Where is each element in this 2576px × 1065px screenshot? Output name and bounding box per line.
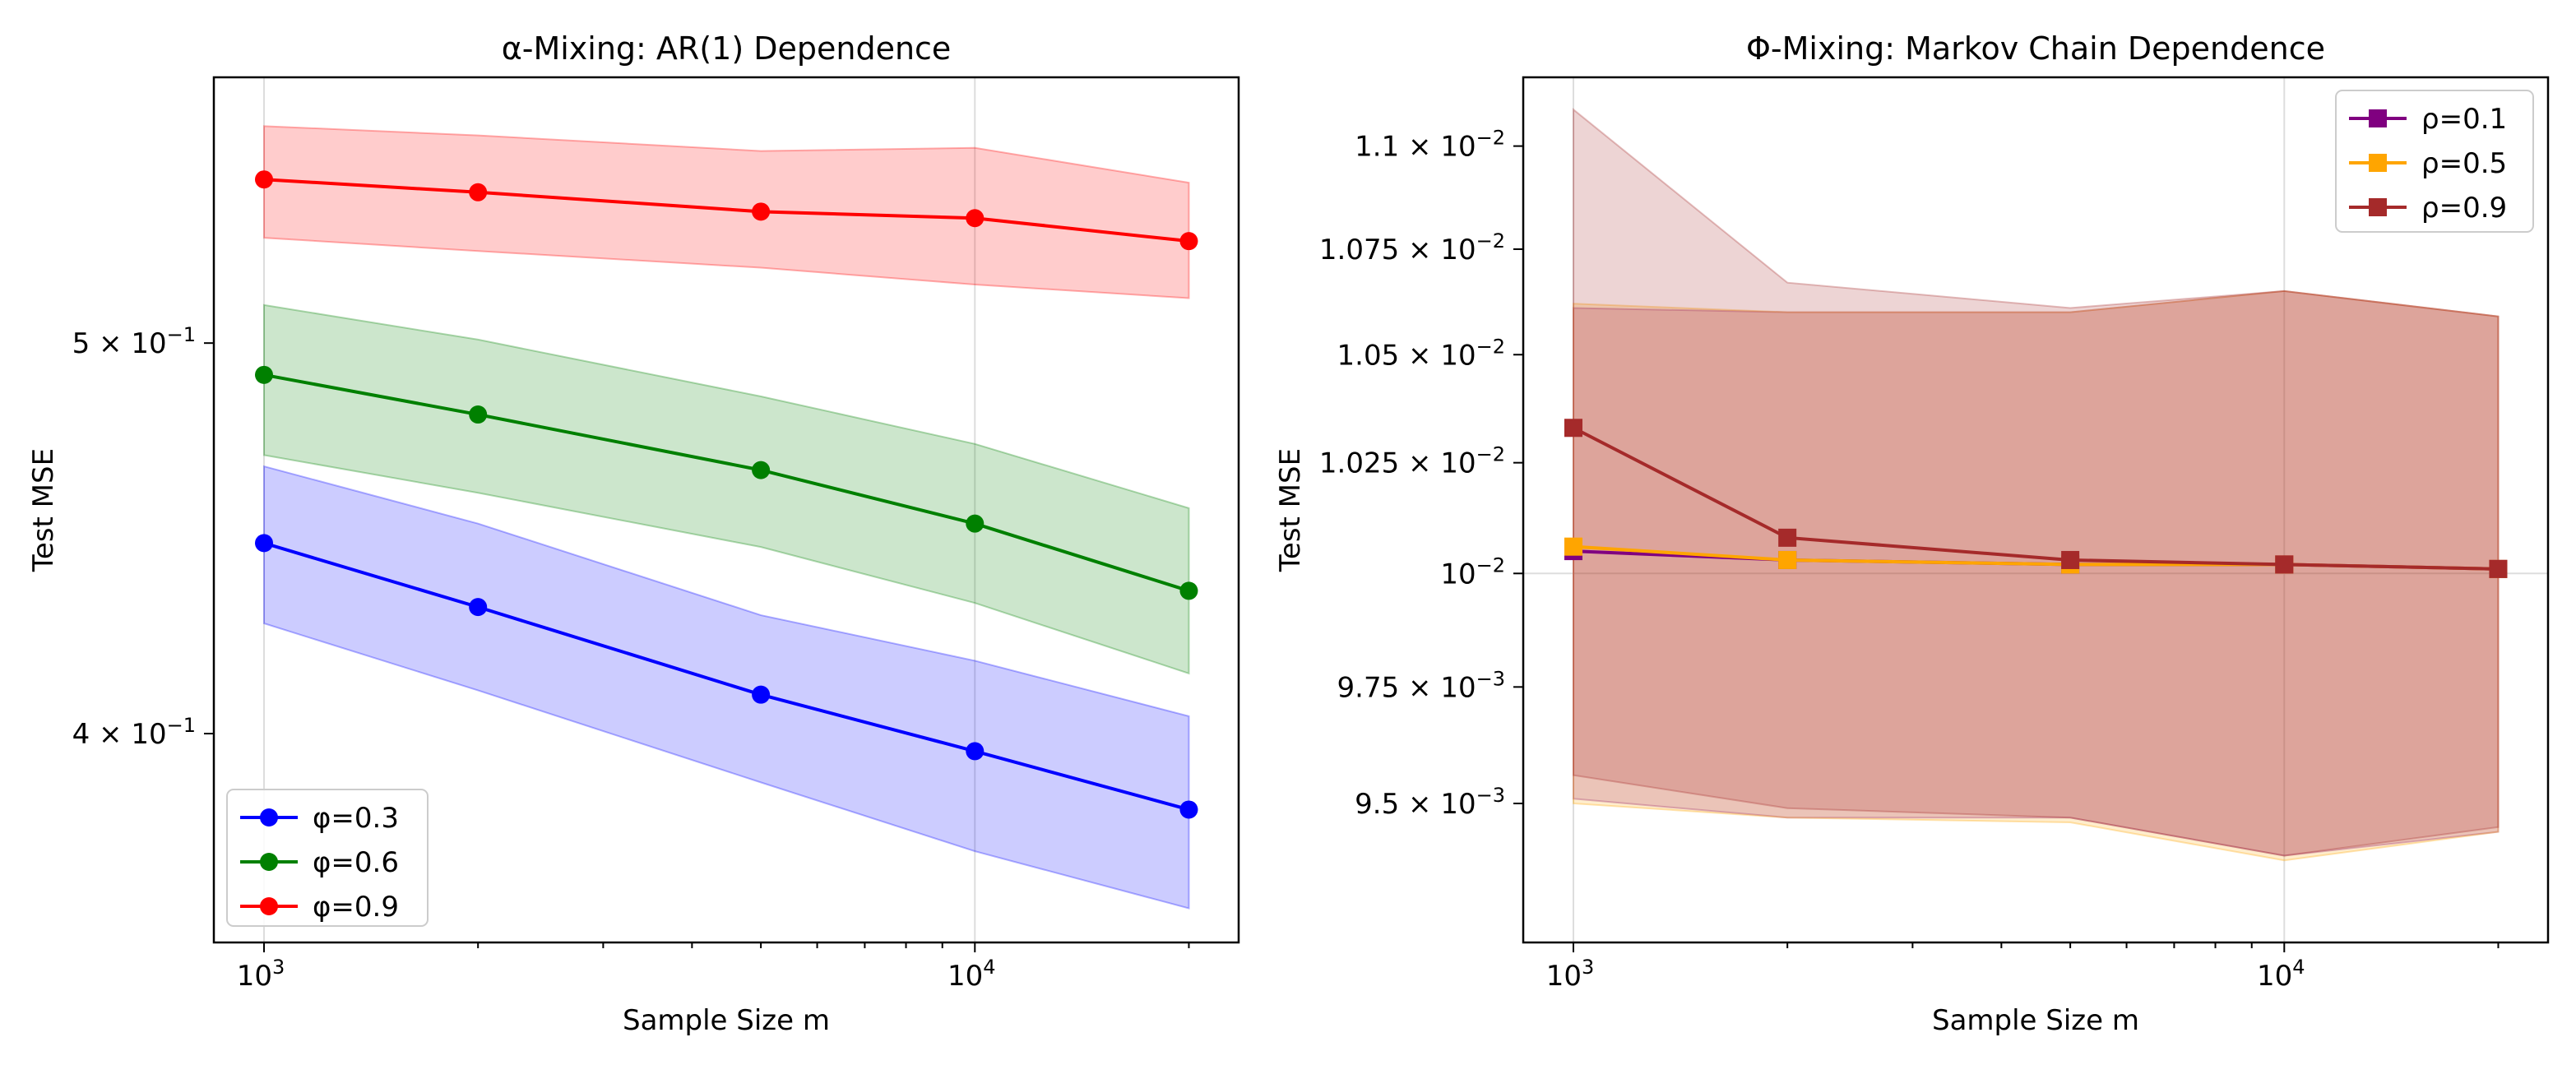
data-point xyxy=(1179,800,1198,819)
legend-marker xyxy=(2369,109,2387,127)
data-point xyxy=(2275,555,2294,574)
legend-label: φ=0.9 xyxy=(313,891,399,924)
legend-marker xyxy=(2369,198,2387,216)
y-tick-label: 1.025 × 10−2 xyxy=(1319,443,1505,480)
x-axis-label: Sample Size m xyxy=(623,1004,830,1037)
data-point xyxy=(752,461,771,479)
confidence-band-1 xyxy=(263,465,1190,910)
legend-marker xyxy=(260,897,278,915)
legend: φ=0.3 φ=0.6 φ=0.9 xyxy=(226,789,429,927)
confidence-band-2 xyxy=(263,303,1190,675)
legend-label: ρ=0.9 xyxy=(2421,192,2507,225)
data-point xyxy=(2489,559,2508,578)
y-tick-label: 1.05 × 10−2 xyxy=(1337,335,1505,372)
data-point xyxy=(255,170,274,189)
chart-title: Φ-Mixing: Markov Chain Dependence xyxy=(1746,30,2325,67)
data-point xyxy=(255,365,274,384)
confidence-band-2 xyxy=(1573,289,2500,862)
data-point xyxy=(752,685,771,704)
plot-frame xyxy=(1522,76,2550,944)
data-point xyxy=(1778,550,1797,569)
data-point xyxy=(1778,528,1797,547)
plot-frame xyxy=(212,76,1240,944)
x-tick-label: 104 xyxy=(947,956,996,993)
y-tick-label: 5 × 10−1 xyxy=(72,323,196,360)
data-point xyxy=(1564,419,1583,438)
legend-label: ρ=0.1 xyxy=(2421,103,2507,136)
data-point xyxy=(255,534,274,553)
chart-title: α-Mixing: AR(1) Dependence xyxy=(502,30,952,67)
data-point xyxy=(2061,550,2080,569)
y-tick-label: 9.5 × 10−3 xyxy=(1355,784,1505,821)
confidence-band-1 xyxy=(1573,289,2500,857)
data-point xyxy=(966,514,985,533)
x-tick-label: 104 xyxy=(2257,956,2305,993)
legend-marker xyxy=(260,853,278,871)
legend-marker xyxy=(2369,154,2387,172)
data-point xyxy=(1564,537,1583,556)
legend-box xyxy=(226,789,429,927)
chart-panel-1: α-Mixing: AR(1) Dependence 103 104 4 × 10−1… xyxy=(27,30,1240,1037)
data-point xyxy=(752,202,771,221)
y-tick-label: 10−2 xyxy=(1440,553,1505,590)
data-point xyxy=(469,405,488,424)
chart-panel-2: Φ-Mixing: Markov Chain Dependence 103 104 9… xyxy=(1274,30,2550,1037)
x-tick-label: 103 xyxy=(237,956,285,993)
y-tick-label: 4 × 10−1 xyxy=(72,714,196,751)
y-tick-label: 1.075 × 10−2 xyxy=(1319,229,1505,266)
data-point xyxy=(966,742,985,761)
data-point xyxy=(469,183,488,201)
data-point xyxy=(1179,232,1198,251)
data-point xyxy=(469,598,488,617)
y-tick-label: 1.1 × 10−2 xyxy=(1355,127,1505,164)
legend: ρ=0.1 ρ=0.5 ρ=0.9 xyxy=(2335,90,2534,233)
legend-label: φ=0.6 xyxy=(313,846,399,879)
x-tick-label: 103 xyxy=(1546,956,1595,993)
legend-label: φ=0.3 xyxy=(313,802,399,835)
data-point xyxy=(1179,581,1198,600)
y-axis-label: Test MSE xyxy=(1274,448,1307,572)
legend-label: ρ=0.5 xyxy=(2421,147,2507,180)
x-axis-label: Sample Size m xyxy=(1932,1004,2139,1037)
y-tick-label: 9.75 × 10−3 xyxy=(1337,667,1505,704)
confidence-band-3 xyxy=(1573,108,2500,857)
legend-marker xyxy=(260,808,278,827)
confidence-band-3 xyxy=(263,125,1190,299)
data-point xyxy=(966,209,985,228)
y-axis-label: Test MSE xyxy=(27,448,60,572)
